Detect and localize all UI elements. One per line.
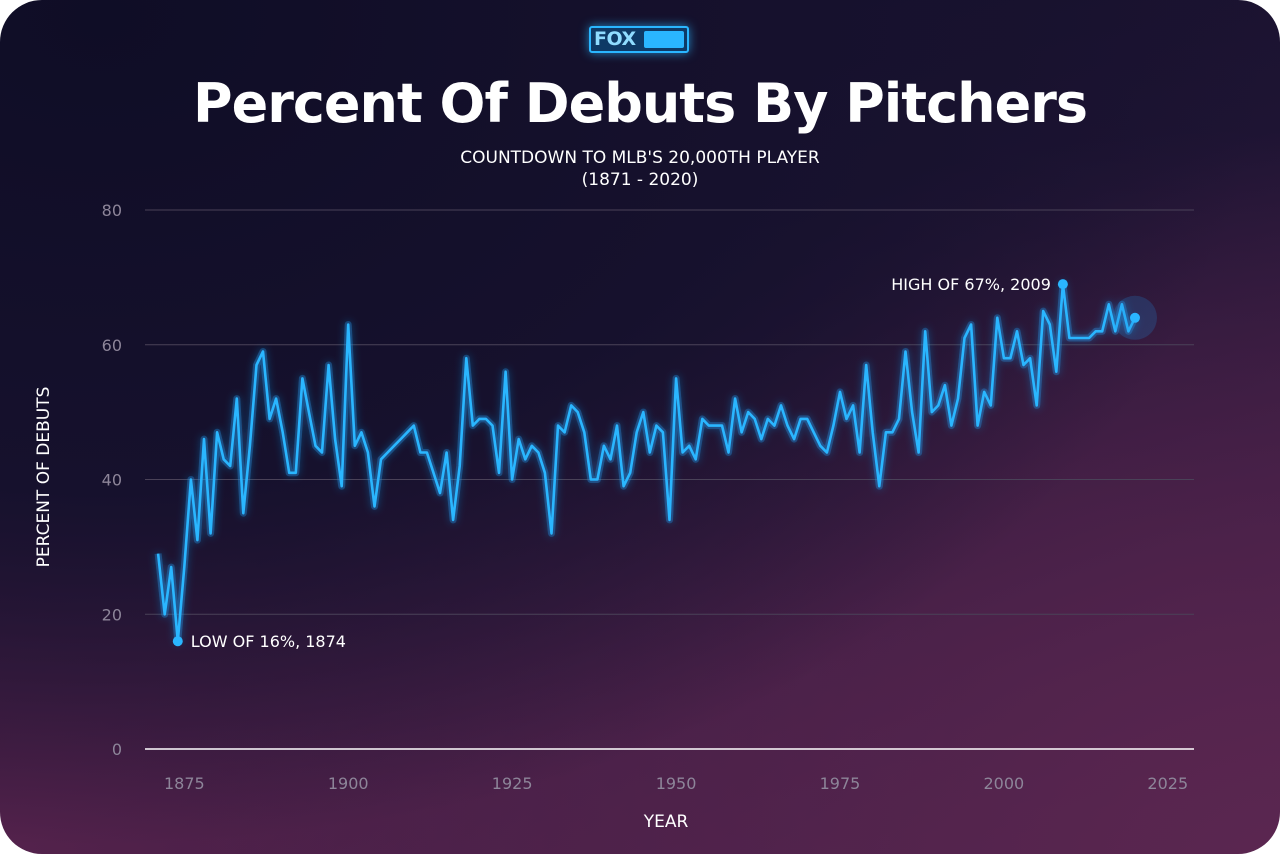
logo-text: FOX xyxy=(594,28,636,50)
x-tick-label: 1900 xyxy=(328,774,369,793)
end-marker-point xyxy=(1129,312,1140,323)
annotation-label: LOW OF 16%, 1874 xyxy=(191,632,346,651)
fox-mlb-logo: FOX xyxy=(589,26,689,53)
y-tick-label: 40 xyxy=(102,471,122,490)
chart-subtitle-line1: COUNTDOWN TO MLB'S 20,000TH PLAYER xyxy=(460,148,820,168)
chart-subtitle-line2: (1871 - 2020) xyxy=(581,170,699,190)
series-line xyxy=(156,282,1137,643)
y-tick-label: 0 xyxy=(112,740,122,759)
series-line-glow xyxy=(154,280,1139,645)
x-axis-label: YEAR xyxy=(643,812,689,832)
y-tick-label: 60 xyxy=(102,336,122,355)
y-axis-label: PERCENT OF DEBUTS xyxy=(34,387,54,568)
series-layer xyxy=(154,280,1157,645)
x-tick-label: 1975 xyxy=(820,774,861,793)
annotations: LOW OF 16%, 1874 HIGH OF 67%, 2009 xyxy=(172,275,1068,651)
y-tick-label: 20 xyxy=(102,605,122,624)
annotation-label: HIGH OF 67%, 2009 xyxy=(891,275,1051,294)
y-tick-label: 80 xyxy=(102,201,122,220)
y-axis-ticks: 0 20 40 60 80 xyxy=(102,201,122,759)
annotation-point xyxy=(172,636,183,647)
x-tick-label: 1925 xyxy=(492,774,533,793)
x-tick-label: 2025 xyxy=(1147,774,1188,793)
x-tick-label: 1875 xyxy=(164,774,205,793)
x-axis-ticks: 1875 1900 1925 1950 1975 2000 2025 xyxy=(164,774,1188,793)
mlb-batter-icon xyxy=(644,31,684,48)
annotation-point xyxy=(1057,279,1068,290)
chart-title: Percent Of Debuts By Pitchers xyxy=(193,72,1088,135)
x-tick-label: 1950 xyxy=(656,774,697,793)
x-tick-label: 2000 xyxy=(984,774,1025,793)
